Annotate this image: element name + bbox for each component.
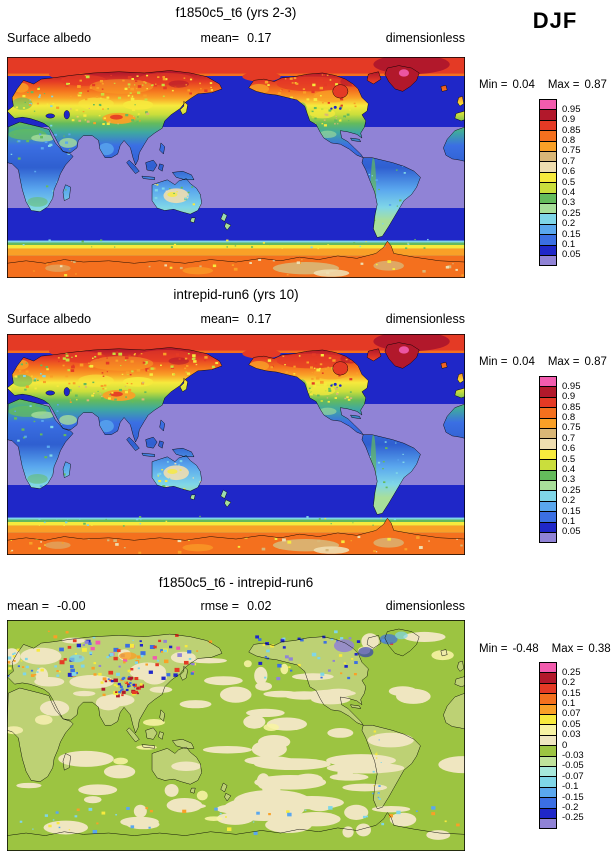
panel3-subheader: mean = -0.00 rmse = 0.02 dimensionless bbox=[7, 599, 465, 615]
colorbar-swatch bbox=[539, 818, 557, 830]
map-panel3-difference bbox=[7, 620, 465, 851]
panel2-max-value: 0.87 bbox=[584, 356, 607, 368]
panel1-variable-label: Surface albedo bbox=[7, 31, 92, 45]
colorbar-tick-label: 0.6 bbox=[562, 166, 576, 178]
panel1-colorbar: 0.95 0.9 0.85 0.8 0.75 0.7 0.6 0.5 0.4 0.3 0.25 0.2… bbox=[539, 99, 599, 267]
panel3-mean-value: -0.00 bbox=[57, 599, 86, 613]
panel2-subheader: Surface albedo mean= 0.17 dimensionless bbox=[7, 312, 465, 328]
colorbar-tick-label: -0.03 bbox=[562, 750, 584, 761]
panel1-mean-value: 0.17 bbox=[247, 31, 272, 45]
colorbar-tick-label: 0.1 bbox=[562, 516, 576, 527]
colorbar-tick-label: 0.9 bbox=[562, 391, 576, 403]
panel1-title: f1850c5_t6 (yrs 2-3) bbox=[175, 5, 297, 20]
colorbar-swatch bbox=[539, 255, 557, 267]
colorbar-tick-label: 0.2 bbox=[562, 495, 576, 507]
panel1-mean: mean= 0.17 bbox=[7, 31, 465, 45]
colorbar-tick-label: -0.05 bbox=[562, 760, 584, 772]
panel1-minmax: Min = 0.04 Max = 0.87 bbox=[479, 79, 613, 91]
panel3-max-value: 0.38 bbox=[588, 643, 611, 655]
panel3-rmse-value: 0.02 bbox=[247, 599, 272, 613]
colorbar-tick-label: -0.07 bbox=[562, 770, 584, 782]
world-difference-map bbox=[7, 620, 465, 851]
colorbar-tick-label: 0.25 bbox=[562, 207, 581, 219]
colorbar-tick-label: -0.1 bbox=[562, 781, 579, 793]
panel2-title: intrepid-run6 (yrs 10) bbox=[173, 287, 299, 302]
panel2-variable-label: Surface albedo bbox=[7, 312, 92, 326]
panel2-mean: mean= 0.17 bbox=[7, 312, 465, 326]
panel3-rmse: rmse = 0.02 bbox=[7, 599, 465, 613]
panel2-colorbar: 0.95 0.9 0.85 0.8 0.75 0.7 0.6 0.5 0.4 0.3 0.25 0.2… bbox=[539, 376, 599, 544]
colorbar-tick-label: 0.25 bbox=[562, 484, 581, 496]
colorbar-tick-label: 0.3 bbox=[562, 474, 576, 486]
colorbar-tick-label: 0.8 bbox=[562, 412, 576, 423]
colorbar-tick-label: 0.1 bbox=[562, 239, 576, 250]
colorbar-tick-label: 0.85 bbox=[562, 124, 581, 136]
colorbar-tick-label: 0.15 bbox=[562, 505, 581, 517]
colorbar-tick-label: 0.95 bbox=[562, 380, 581, 392]
panel3-mean-label: mean = bbox=[7, 599, 50, 613]
colorbar-tick-label: 0.05 bbox=[562, 718, 581, 730]
map-panel2 bbox=[7, 334, 465, 555]
colorbar-tick-label: 0.9 bbox=[562, 114, 576, 126]
world-albedo-map bbox=[7, 334, 465, 555]
colorbar-tick-label: 0.07 bbox=[562, 708, 581, 720]
colorbar-tick-label: 0.7 bbox=[562, 432, 576, 444]
panel2-min-value: 0.04 bbox=[512, 356, 535, 368]
panel3-min-label: Min = bbox=[479, 643, 508, 655]
colorbar-tick-label: -0.25 bbox=[562, 812, 584, 824]
colorbar-tick-label: 0.1 bbox=[562, 698, 576, 709]
panel3-colorbar: 0.25 0.2 0.15 0.1 0.07 0.05 0.03 0 -0.03 -0.05 -0.… bbox=[539, 662, 599, 830]
colorbar-tick-label: 0.75 bbox=[562, 145, 581, 157]
colorbar-tick-label: 0.03 bbox=[562, 729, 581, 741]
panel1-min-value: 0.04 bbox=[512, 79, 535, 91]
panel1-mean-label: mean= bbox=[200, 31, 240, 45]
world-albedo-map bbox=[7, 57, 465, 278]
panel3-mean: mean = -0.00 bbox=[7, 599, 86, 613]
colorbar-tick-label: -0.2 bbox=[562, 802, 579, 813]
colorbar-swatch bbox=[539, 532, 557, 544]
panel3-rmse-label: rmse = bbox=[200, 599, 240, 613]
panel1-subheader: Surface albedo mean= 0.17 dimensionless bbox=[7, 31, 465, 47]
panel2-mean-value: 0.17 bbox=[247, 312, 272, 326]
panel3-units-label: dimensionless bbox=[385, 599, 465, 613]
colorbar-tick-label: 0.75 bbox=[562, 422, 581, 434]
colorbar-tick-label: 0.2 bbox=[562, 677, 576, 689]
colorbar-tick-label: 0.2 bbox=[562, 218, 576, 230]
panel2-units-label: dimensionless bbox=[385, 312, 465, 326]
colorbar-tick-label: 0.05 bbox=[562, 526, 581, 538]
colorbar-tick-label: 0.6 bbox=[562, 443, 576, 455]
colorbar-tick-label: 0.8 bbox=[562, 135, 576, 146]
panel3-title: f1850c5_t6 - intrepid-run6 bbox=[158, 575, 314, 590]
panel1-max-label: Max = bbox=[547, 79, 580, 91]
colorbar-tick-label: 0.15 bbox=[562, 228, 581, 240]
panel3-min-value: -0.48 bbox=[512, 643, 539, 655]
colorbar-tick-label: 0.85 bbox=[562, 401, 581, 413]
colorbar-tick-label: 0.25 bbox=[562, 666, 581, 678]
panel1-units-label: dimensionless bbox=[385, 31, 465, 45]
colorbar-tick-label: 0.3 bbox=[562, 197, 576, 209]
panel2-minmax: Min = 0.04 Max = 0.87 bbox=[479, 356, 613, 368]
colorbar-tick-label: 0.4 bbox=[562, 187, 576, 198]
colorbar-tick-label: -0.15 bbox=[562, 791, 584, 803]
colorbar-tick-label: 0.4 bbox=[562, 464, 576, 475]
colorbar-tick-label: 0.5 bbox=[562, 176, 576, 188]
panel2-min-label: Min = bbox=[479, 356, 508, 368]
panel1-min-label: Min = bbox=[479, 79, 508, 91]
panel3-max-label: Max = bbox=[551, 643, 584, 655]
panel2-max-label: Max = bbox=[547, 356, 580, 368]
colorbar-tick-label: 0.15 bbox=[562, 687, 581, 699]
colorbar-tick-label: 0.5 bbox=[562, 453, 576, 465]
panel3-minmax: Min = -0.48 Max = 0.38 bbox=[479, 643, 613, 655]
season-label: DJF bbox=[532, 8, 578, 33]
map-panel1 bbox=[7, 57, 465, 278]
colorbar-tick-label: 0.7 bbox=[562, 155, 576, 167]
colorbar-tick-label: 0.95 bbox=[562, 103, 581, 115]
panel2-mean-label: mean= bbox=[200, 312, 240, 326]
panel1-max-value: 0.87 bbox=[584, 79, 607, 91]
colorbar-tick-label: 0 bbox=[562, 739, 568, 751]
colorbar-tick-label: 0.05 bbox=[562, 249, 581, 261]
